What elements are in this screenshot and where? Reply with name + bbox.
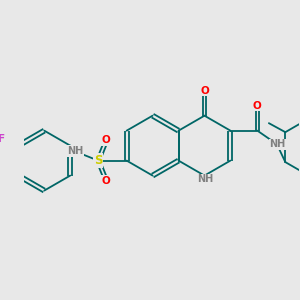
Text: S: S [94, 154, 102, 167]
Text: O: O [101, 135, 110, 145]
Text: F: F [0, 134, 5, 144]
Text: NH: NH [198, 174, 214, 184]
Text: NH: NH [67, 146, 83, 156]
Text: O: O [253, 101, 262, 111]
Text: O: O [101, 176, 110, 186]
Text: O: O [200, 86, 209, 96]
Text: NH: NH [269, 139, 286, 149]
